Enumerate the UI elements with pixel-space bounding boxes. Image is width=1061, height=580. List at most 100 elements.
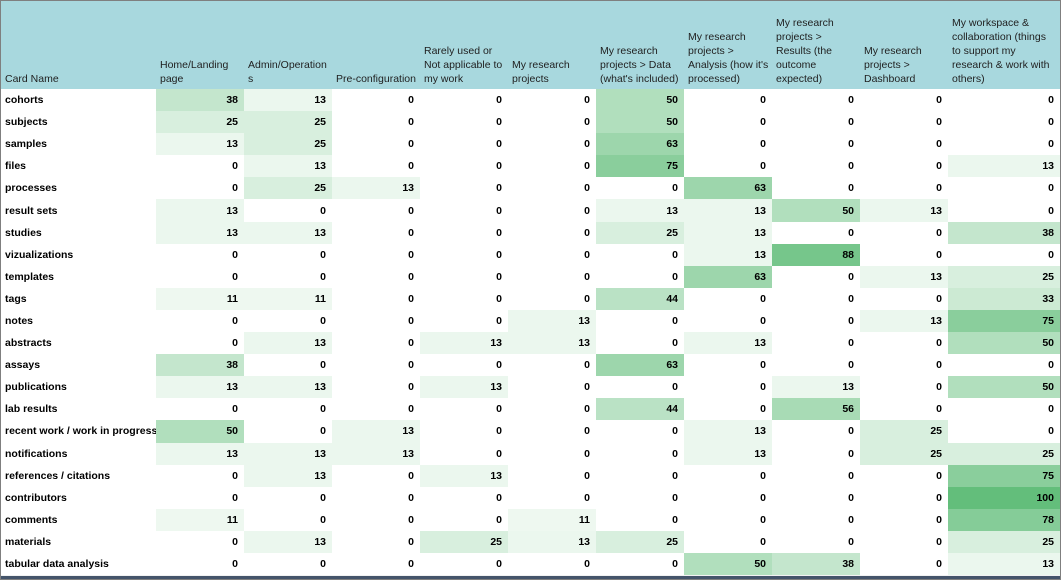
value-cell[interactable]: 13 xyxy=(508,332,596,355)
value-cell[interactable]: 0 xyxy=(848,359,854,372)
value-cell[interactable]: 0 xyxy=(1048,182,1054,195)
value-cell[interactable]: 0 xyxy=(848,447,854,460)
value-cell[interactable]: 13 xyxy=(244,332,332,355)
value-cell[interactable]: 0 xyxy=(408,270,414,283)
value-cell[interactable]: 0 xyxy=(848,226,854,239)
value-cell[interactable]: 13 xyxy=(156,442,244,465)
value-cell[interactable]: 0 xyxy=(232,403,238,416)
value-cell[interactable]: 0 xyxy=(496,182,502,195)
value-cell[interactable]: 38 xyxy=(948,221,1060,244)
value-cell[interactable]: 0 xyxy=(232,314,238,327)
value-cell[interactable]: 13 xyxy=(244,221,332,244)
value-cell[interactable]: 25 xyxy=(948,530,1060,553)
value-cell[interactable]: 0 xyxy=(1048,204,1054,217)
column-header[interactable]: My workspace & collaboration (things to … xyxy=(952,17,1050,85)
row-label[interactable]: files xyxy=(5,160,27,173)
value-cell[interactable]: 11 xyxy=(156,508,244,531)
value-cell[interactable]: 0 xyxy=(584,116,590,129)
value-cell[interactable]: 0 xyxy=(584,94,590,107)
value-cell[interactable]: 0 xyxy=(584,558,590,571)
header-cell-card-name[interactable]: Card Name xyxy=(5,73,59,85)
value-cell[interactable]: 13 xyxy=(156,133,244,156)
column-header[interactable]: Pre-configuration xyxy=(336,73,416,85)
value-cell[interactable]: 0 xyxy=(496,94,502,107)
value-cell[interactable]: 0 xyxy=(584,425,590,438)
value-cell[interactable]: 0 xyxy=(848,469,854,482)
value-cell[interactable]: 0 xyxy=(496,138,502,151)
value-cell[interactable]: 0 xyxy=(1048,248,1054,261)
row-label[interactable]: vizualizations xyxy=(5,248,74,261)
value-cell[interactable]: 0 xyxy=(936,182,942,195)
value-cell[interactable]: 0 xyxy=(760,469,766,482)
value-cell[interactable]: 25 xyxy=(420,530,508,553)
row-label[interactable]: processes xyxy=(5,182,57,195)
value-cell[interactable]: 13 xyxy=(508,309,596,333)
value-cell[interactable]: 0 xyxy=(496,292,502,305)
value-cell[interactable]: 25 xyxy=(948,442,1060,465)
value-cell[interactable]: 0 xyxy=(232,182,238,195)
value-cell[interactable]: 0 xyxy=(496,226,502,239)
value-cell[interactable]: 0 xyxy=(760,381,766,394)
value-cell[interactable]: 0 xyxy=(760,403,766,416)
value-cell[interactable]: 0 xyxy=(936,116,942,129)
row-label[interactable]: tabular data analysis xyxy=(5,558,109,571)
value-cell[interactable]: 25 xyxy=(244,133,332,156)
value-cell[interactable]: 11 xyxy=(244,287,332,310)
value-cell[interactable]: 0 xyxy=(936,359,942,372)
row-label[interactable]: tags xyxy=(5,292,27,305)
row-label[interactable]: contributors xyxy=(5,491,67,504)
value-cell[interactable]: 78 xyxy=(948,508,1060,531)
value-cell[interactable]: 0 xyxy=(672,248,678,261)
value-cell[interactable]: 13 xyxy=(860,265,948,288)
value-cell[interactable]: 0 xyxy=(848,337,854,350)
value-cell[interactable]: 0 xyxy=(760,535,766,548)
value-cell[interactable]: 0 xyxy=(584,359,590,372)
row-label[interactable]: notes xyxy=(5,314,34,327)
value-cell[interactable]: 13 xyxy=(156,221,244,244)
value-cell[interactable]: 13 xyxy=(772,376,860,399)
value-cell[interactable]: 0 xyxy=(232,491,238,504)
value-cell[interactable]: 88 xyxy=(772,243,860,266)
value-cell[interactable]: 0 xyxy=(672,425,678,438)
value-cell[interactable]: 0 xyxy=(672,447,678,460)
value-cell[interactable]: 13 xyxy=(684,420,772,443)
value-cell[interactable]: 0 xyxy=(1048,94,1054,107)
value-cell[interactable]: 0 xyxy=(848,491,854,504)
value-cell[interactable]: 0 xyxy=(584,226,590,239)
value-cell[interactable]: 0 xyxy=(496,204,502,217)
row-label[interactable]: publications xyxy=(5,381,67,394)
value-cell[interactable]: 13 xyxy=(244,376,332,399)
value-cell[interactable]: 0 xyxy=(320,204,326,217)
value-cell[interactable]: 13 xyxy=(684,243,772,266)
value-cell[interactable]: 0 xyxy=(496,160,502,173)
value-cell[interactable]: 44 xyxy=(596,287,684,310)
row-label[interactable]: lab results xyxy=(5,403,58,416)
value-cell[interactable]: 0 xyxy=(408,535,414,548)
value-cell[interactable]: 13 xyxy=(332,442,420,465)
value-cell[interactable]: 0 xyxy=(320,270,326,283)
value-cell[interactable]: 0 xyxy=(936,513,942,526)
column-header[interactable]: My research projects > Data (what's incl… xyxy=(600,45,679,85)
value-cell[interactable]: 13 xyxy=(156,199,244,222)
value-cell[interactable]: 0 xyxy=(936,491,942,504)
row-label[interactable]: subjects xyxy=(5,116,48,129)
value-cell[interactable]: 0 xyxy=(672,491,678,504)
value-cell[interactable]: 0 xyxy=(760,314,766,327)
value-cell[interactable]: 0 xyxy=(760,116,766,129)
row-label[interactable]: result sets xyxy=(5,204,58,217)
value-cell[interactable]: 25 xyxy=(860,442,948,465)
column-header[interactable]: Home/Landing page xyxy=(160,59,229,85)
value-cell[interactable]: 0 xyxy=(848,292,854,305)
value-cell[interactable]: 0 xyxy=(936,248,942,261)
value-cell[interactable]: 0 xyxy=(408,337,414,350)
value-cell[interactable]: 0 xyxy=(672,182,678,195)
row-label[interactable]: cohorts xyxy=(5,94,44,107)
row-label[interactable]: studies xyxy=(5,226,42,239)
value-cell[interactable]: 0 xyxy=(584,447,590,460)
value-cell[interactable]: 0 xyxy=(496,314,502,327)
value-cell[interactable]: 0 xyxy=(1048,403,1054,416)
value-cell[interactable]: 0 xyxy=(408,513,414,526)
value-cell[interactable]: 0 xyxy=(672,337,678,350)
value-cell[interactable]: 13 xyxy=(244,530,332,553)
value-cell[interactable]: 0 xyxy=(584,204,590,217)
